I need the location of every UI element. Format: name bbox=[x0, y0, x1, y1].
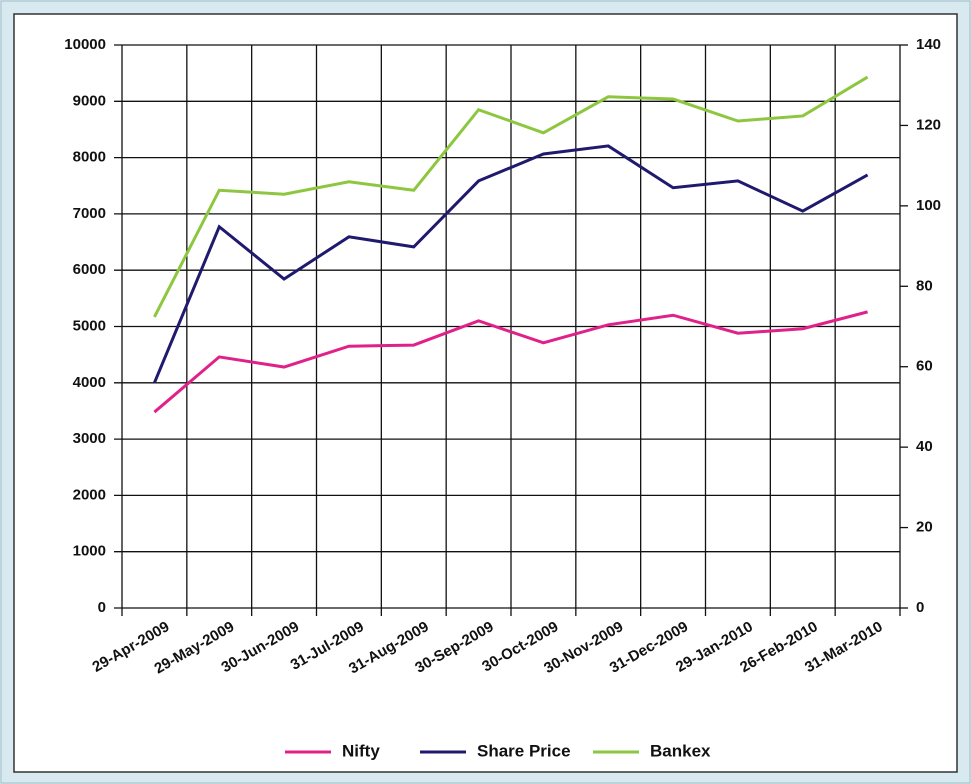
y2-tick-label: 60 bbox=[916, 358, 933, 375]
y-tick-label: 9000 bbox=[73, 92, 106, 109]
series-line bbox=[153, 144, 869, 384]
legend-label: Bankex bbox=[650, 741, 711, 760]
y-tick-label: 1000 bbox=[73, 543, 106, 560]
series-line bbox=[153, 310, 868, 414]
y-tick-label: 4000 bbox=[73, 374, 106, 391]
y2-tick-label: 80 bbox=[916, 277, 933, 294]
y2-tick-label: 0 bbox=[916, 599, 924, 616]
y-tick-label: 7000 bbox=[73, 205, 106, 222]
y2-tick-label: 100 bbox=[916, 197, 941, 214]
legend-label: Share Price bbox=[477, 741, 571, 760]
legend-label: Nifty bbox=[342, 741, 380, 760]
y-tick-label: 3000 bbox=[73, 430, 106, 447]
y2-tick-label: 20 bbox=[916, 519, 933, 536]
series-line bbox=[153, 75, 869, 318]
y2-tick-label: 40 bbox=[916, 438, 933, 455]
panel bbox=[13, 13, 958, 773]
y-tick-label: 8000 bbox=[73, 149, 106, 166]
y-tick-label: 6000 bbox=[73, 261, 106, 278]
y-tick-label: 5000 bbox=[73, 317, 106, 334]
y2-tick-label: 140 bbox=[916, 36, 941, 53]
y-tick-label: 0 bbox=[98, 599, 106, 616]
y-tick-label: 10000 bbox=[64, 36, 106, 53]
y-tick-label: 2000 bbox=[73, 486, 106, 503]
y2-tick-label: 120 bbox=[916, 116, 941, 133]
